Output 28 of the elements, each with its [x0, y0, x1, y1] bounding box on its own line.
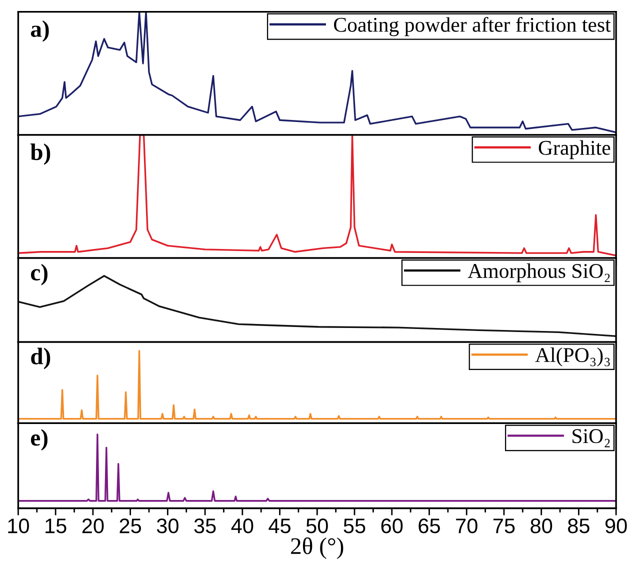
x-tick-label: 65 [418, 518, 440, 534]
annotation: b) [30, 144, 50, 165]
annotation: a) [30, 20, 49, 42]
legend-label: Al(PO₃)₃ [535, 347, 610, 366]
x-tick-label: 70 [456, 518, 478, 534]
x-axis-title: 2θ (°) [291, 537, 344, 559]
x-tick-label: 25 [120, 518, 142, 534]
x-tick-label: 55 [344, 518, 366, 534]
x-tick-label: 35 [194, 518, 216, 534]
x-tick-label: 10 [8, 518, 29, 534]
legend-label: Graphite [538, 140, 610, 160]
annotation: d) [31, 348, 50, 370]
x-tick-label: 45 [268, 518, 290, 534]
x-tick-label: 80 [530, 518, 552, 534]
annotation: c) [30, 264, 48, 286]
legend-label: Coating powder after friction test [334, 16, 611, 36]
x-tick-label: 90 [605, 518, 627, 534]
x-tick-label: 15 [46, 518, 66, 534]
x-tick-label: 75 [493, 518, 515, 534]
x-tick-label: 85 [568, 518, 590, 534]
annotation: e) [30, 429, 48, 451]
legend-label: Amorphous SiO₂ [468, 263, 610, 282]
x-tick-label: 30 [156, 518, 178, 534]
x-tick-label: 60 [381, 518, 403, 534]
x-tick-label: 20 [82, 518, 104, 534]
x-tick-label: 40 [231, 518, 254, 534]
legend-label: SiO₂ [572, 429, 610, 448]
x-tick-label: 50 [306, 518, 328, 534]
